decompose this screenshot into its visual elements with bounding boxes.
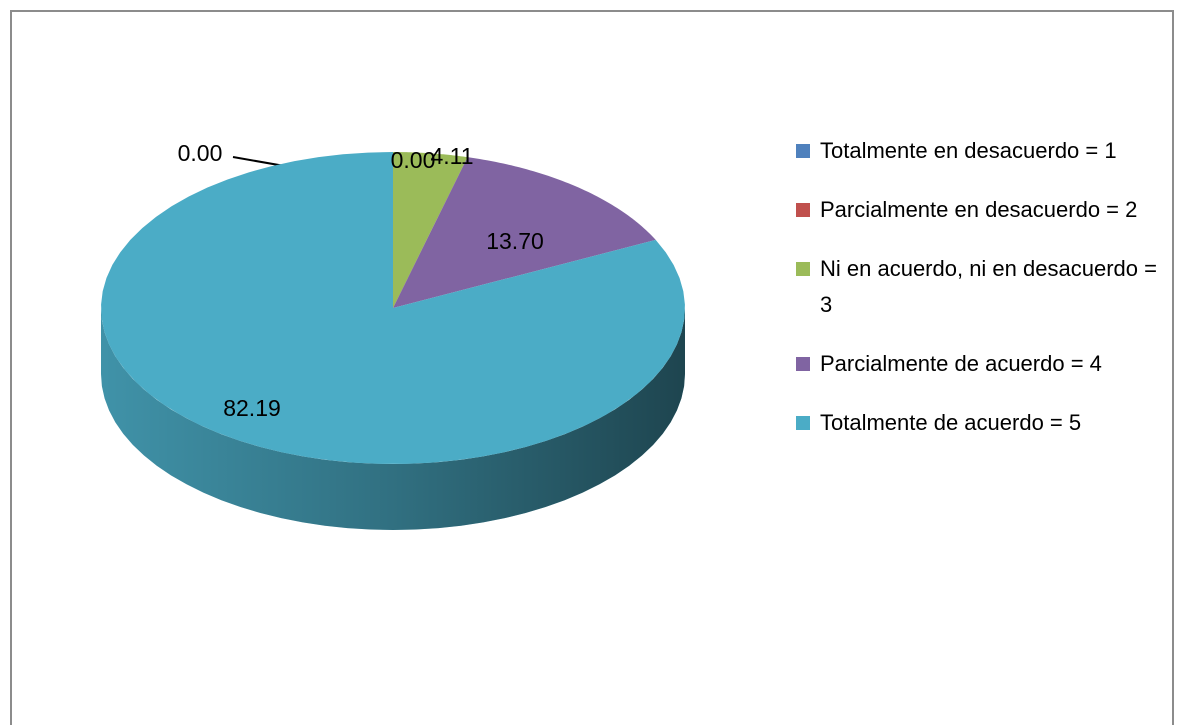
- data-label: 0.00: [391, 147, 436, 173]
- legend-item: Totalmente de acuerdo = 5: [796, 405, 1166, 441]
- legend-label: Totalmente de acuerdo = 5: [820, 410, 1082, 435]
- legend-label: Parcialmente de acuerdo = 4: [820, 351, 1102, 376]
- pie-side-shade: [101, 308, 685, 530]
- pie-slice: [393, 152, 468, 308]
- pie-slice: [101, 152, 685, 464]
- legend-item: Ni en acuerdo, ni en desacuerdo = 3: [796, 251, 1166, 323]
- pie-slice: [393, 157, 656, 308]
- legend-item: Parcialmente de acuerdo = 4: [796, 346, 1166, 382]
- legend-swatch: [796, 357, 810, 371]
- legend: Totalmente en desacuerdo = 1 Parcialmente…: [796, 133, 1166, 464]
- data-label: 82.19: [223, 395, 281, 421]
- legend-label: Parcialmente en desacuerdo = 2: [820, 197, 1138, 222]
- legend-swatch: [796, 416, 810, 430]
- data-label: 0.00: [178, 140, 223, 166]
- legend-item: Totalmente en desacuerdo = 1: [796, 133, 1166, 169]
- legend-item: Parcialmente en desacuerdo = 2: [796, 192, 1166, 228]
- data-label: 4.11: [430, 143, 473, 169]
- legend-label: Ni en acuerdo, ni en desacuerdo = 3: [820, 256, 1157, 317]
- data-label: 13.70: [486, 228, 544, 254]
- legend-label: Totalmente en desacuerdo = 1: [820, 138, 1117, 163]
- chart-frame: [10, 10, 1174, 725]
- legend-swatch: [796, 203, 810, 217]
- legend-swatch: [796, 144, 810, 158]
- legend-swatch: [796, 262, 810, 276]
